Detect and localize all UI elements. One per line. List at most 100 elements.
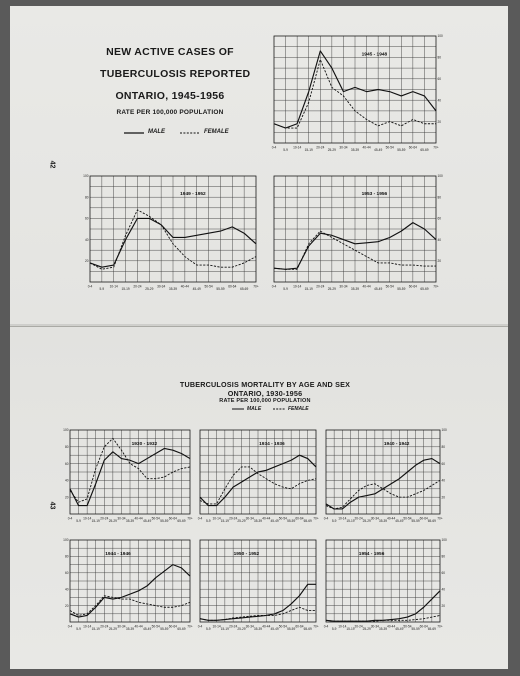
x-tick-label: 20-24 [100, 517, 108, 521]
y-tick-label: 20 [442, 495, 446, 499]
x-tick-label: 30-34 [117, 625, 125, 629]
x-tick-label: 70+ [437, 517, 443, 521]
series-line-male [273, 50, 437, 129]
chart-grid [90, 176, 256, 282]
x-tick-label: 40-44 [134, 517, 142, 521]
x-tick-label: 5-9 [76, 627, 81, 631]
x-tick-label: 45-49 [270, 627, 278, 631]
chart-panel-title: 1944 - 1946 [105, 551, 131, 557]
chart-grid [326, 540, 440, 622]
y-tick-label: 20 [442, 604, 446, 608]
x-tick-label: 25-29 [145, 287, 153, 291]
x-tick-label: 15-19 [221, 627, 229, 631]
x-tick-label: 40-44 [262, 517, 270, 521]
x-tick-label: 30-34 [371, 517, 379, 521]
x-tick-label: 60-64 [409, 146, 417, 150]
x-tick-label: 45-49 [193, 287, 201, 291]
x-tick-label: 45-49 [143, 627, 151, 631]
chart-grid [70, 540, 190, 622]
x-tick-label: 55-59 [216, 287, 224, 291]
x-tick-label: 20-24 [354, 517, 362, 521]
x-tick-label: 35-39 [351, 148, 359, 152]
x-tick-label: 30-34 [157, 285, 165, 289]
x-tick-label: 70+ [253, 285, 259, 289]
y-tick-label: 20 [438, 120, 442, 124]
x-tick-label: 25-29 [363, 627, 371, 631]
x-tick-label: 50-54 [279, 625, 287, 629]
x-tick-label: 0-4 [68, 517, 73, 521]
x-tick-label: 30-34 [246, 517, 254, 521]
x-tick-label: 60-64 [228, 285, 236, 289]
y-tick-label: 40 [65, 587, 69, 591]
x-tick-label: 5-9 [206, 627, 211, 631]
x-tick-label: 55-59 [287, 519, 295, 523]
x-tick-label: 30-34 [117, 517, 125, 521]
chart-grid [200, 430, 316, 514]
x-tick-label: 65-69 [240, 287, 248, 291]
x-tick-label: 60-64 [420, 517, 428, 521]
x-tick-label: 0-4 [198, 625, 203, 629]
y-tick-label: 80 [442, 445, 446, 449]
x-tick-label: 55-59 [397, 287, 405, 291]
chart-5: 0-45-910-1415-1920-2425-2930-3435-3940-4… [198, 429, 319, 523]
x-tick-label: 65-69 [428, 519, 436, 523]
series-line-female [325, 614, 441, 622]
chart-panel-title: 1934 - 1936 [259, 441, 285, 447]
chart-grid [274, 36, 436, 143]
x-tick-label: 35-39 [351, 287, 359, 291]
x-tick-label: 25-29 [109, 519, 117, 523]
page-number-top: 42 [48, 160, 56, 169]
x-tick-label: 60-64 [295, 517, 303, 521]
x-tick-label: 10-14 [83, 625, 91, 629]
x-tick-label: 70+ [437, 625, 443, 629]
x-tick-label: 55-59 [397, 148, 405, 152]
x-tick-label: 0-4 [272, 146, 277, 150]
x-tick-label: 20-24 [316, 285, 324, 289]
x-tick-label: 25-29 [109, 627, 117, 631]
top-legend-male-label: MALE [148, 129, 165, 135]
bottom-legend-male-label: MALE [247, 406, 262, 412]
chart-frame [325, 429, 441, 515]
y-tick-label: 100 [442, 428, 448, 432]
x-tick-label: 40-44 [362, 146, 370, 150]
x-tick-label: 35-39 [254, 627, 262, 631]
x-tick-label: 35-39 [254, 519, 262, 523]
x-tick-label: 40-44 [387, 517, 395, 521]
chart-panel-title: 1949 - 1952 [180, 191, 206, 197]
x-tick-label: 5-9 [76, 519, 81, 523]
series-line-female [199, 466, 317, 505]
series-line-male [69, 447, 191, 507]
y-tick-label: 20 [85, 259, 89, 263]
top-title-line-2: TUBERCULOSIS REPORTED [100, 68, 251, 80]
x-tick-label: 15-19 [92, 627, 100, 631]
chart-frame [199, 429, 317, 515]
chart-9: 0-45-910-1415-1920-2425-2930-3435-3940-4… [324, 538, 447, 631]
x-tick-label: 25-29 [237, 627, 245, 631]
x-tick-label: 50-54 [403, 625, 411, 629]
series-line-female [69, 437, 191, 503]
x-tick-label: 25-29 [363, 519, 371, 523]
x-tick-label: 45-49 [143, 519, 151, 523]
x-tick-label: 65-69 [428, 627, 436, 631]
y-tick-label: 40 [65, 479, 69, 483]
x-tick-label: 15-19 [346, 519, 354, 523]
x-tick-label: 60-64 [169, 517, 177, 521]
chart-8: 0-45-910-1415-1920-2425-2930-3435-3940-4… [198, 539, 319, 631]
x-tick-label: 65-69 [177, 519, 185, 523]
top-legend-female-label: FEMALE [204, 129, 229, 135]
x-tick-label: 40-44 [181, 285, 189, 289]
x-tick-label: 5-9 [283, 287, 288, 291]
x-tick-label: 20-24 [316, 146, 324, 150]
bottom-title-line-1: TUBERCULOSIS MORTALITY BY AGE AND SEX [179, 380, 351, 389]
x-tick-label: 65-69 [420, 287, 428, 291]
x-tick-label: 0-4 [324, 517, 329, 521]
x-tick-label: 10-14 [293, 146, 301, 150]
x-tick-label: 70+ [433, 285, 439, 289]
x-tick-label: 50-54 [386, 146, 394, 150]
y-tick-label: 20 [438, 259, 442, 263]
x-tick-label: 5-9 [206, 519, 211, 523]
x-tick-label: 20-24 [100, 625, 108, 629]
x-tick-label: 35-39 [379, 627, 387, 631]
x-tick-label: 30-34 [339, 146, 347, 150]
top-legend-lines [124, 132, 200, 134]
